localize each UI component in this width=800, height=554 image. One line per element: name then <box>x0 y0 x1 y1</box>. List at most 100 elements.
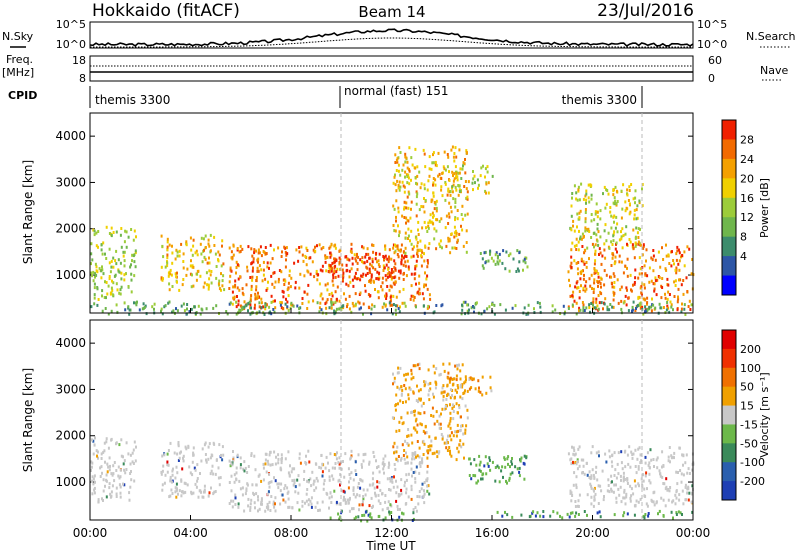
data-cell <box>445 244 448 248</box>
data-cell <box>674 284 677 287</box>
data-cell <box>496 256 499 260</box>
data-cell <box>191 253 194 257</box>
data-cell <box>372 482 375 486</box>
data-cell <box>612 305 615 309</box>
data-cell <box>270 274 273 278</box>
data-cell <box>309 256 312 260</box>
data-cell <box>567 307 570 310</box>
data-cell <box>335 259 338 263</box>
data-cell <box>613 483 616 487</box>
data-cell <box>357 255 359 259</box>
data-cell <box>344 498 347 502</box>
data-cell <box>432 191 435 195</box>
data-cell <box>592 303 594 307</box>
data-cell <box>333 269 336 273</box>
data-cell <box>119 468 122 472</box>
data-cell <box>598 280 601 284</box>
colorbar-tick: -200 <box>740 475 765 488</box>
data-cell <box>211 464 214 468</box>
data-cell <box>426 287 429 291</box>
data-cell <box>322 487 325 491</box>
data-cell <box>277 246 280 250</box>
data-cell <box>241 306 244 310</box>
data-cell <box>684 485 687 489</box>
data-cell <box>677 297 680 301</box>
data-cell <box>160 234 163 238</box>
data-cell <box>427 226 430 230</box>
data-cell <box>434 178 437 182</box>
data-cell <box>642 297 645 301</box>
data-cell <box>479 460 482 464</box>
data-cell <box>585 261 588 264</box>
data-cell <box>461 424 464 428</box>
data-cell <box>422 297 425 301</box>
data-cell <box>92 439 95 443</box>
data-cell <box>578 290 581 293</box>
data-cell <box>678 268 681 272</box>
data-cell <box>347 284 350 288</box>
data-cell <box>395 295 398 299</box>
data-cell <box>178 489 181 493</box>
data-cell <box>344 501 347 505</box>
data-cell <box>322 246 325 249</box>
data-cell <box>167 301 170 305</box>
data-cell <box>284 500 287 504</box>
data-cell <box>314 249 317 253</box>
data-cell <box>590 213 593 216</box>
data-cell <box>125 272 127 276</box>
data-cell <box>426 479 429 483</box>
data-cell <box>202 495 205 499</box>
data-cell <box>310 505 313 509</box>
data-cell <box>439 426 442 430</box>
data-cell <box>474 387 477 391</box>
data-cell <box>91 461 94 465</box>
data-cell <box>549 514 552 518</box>
data-cell <box>449 411 452 415</box>
data-cell <box>387 506 390 510</box>
data-cell <box>236 295 238 298</box>
data-cell <box>372 244 375 247</box>
data-cell <box>651 258 654 262</box>
data-cell <box>185 447 188 451</box>
data-cell <box>518 251 521 255</box>
data-cell <box>292 483 295 487</box>
data-cell <box>617 301 620 305</box>
data-cell <box>542 510 545 513</box>
data-cell <box>514 304 517 308</box>
data-cell <box>617 472 620 476</box>
data-cell <box>593 231 596 235</box>
data-cell <box>405 206 408 210</box>
data-cell <box>472 177 475 181</box>
data-cell <box>585 287 588 291</box>
data-cell <box>192 265 195 269</box>
data-cell <box>206 283 209 287</box>
data-cell <box>281 493 284 497</box>
data-cell <box>384 500 387 504</box>
data-cell <box>451 145 454 149</box>
data-cell <box>212 306 215 310</box>
data-cell <box>594 210 597 214</box>
data-cell <box>204 246 207 249</box>
data-cell <box>470 306 473 310</box>
data-cell <box>358 301 361 305</box>
data-cell <box>572 452 575 456</box>
data-cell <box>632 228 635 232</box>
data-cell <box>637 447 640 451</box>
data-cell <box>416 384 418 388</box>
data-cell <box>305 492 308 496</box>
data-cell <box>251 278 254 282</box>
data-cell <box>406 166 409 170</box>
data-cell <box>575 261 578 265</box>
data-cell <box>166 264 169 268</box>
data-cell <box>331 466 334 470</box>
data-cell <box>685 276 688 280</box>
data-cell <box>414 166 417 170</box>
data-cell <box>359 278 362 282</box>
data-cell <box>357 453 360 457</box>
data-cell <box>231 302 234 306</box>
data-cell <box>414 364 417 368</box>
data-cell <box>447 393 450 397</box>
data-cell <box>91 479 94 483</box>
data-cell <box>665 308 668 312</box>
data-cell <box>571 294 574 298</box>
